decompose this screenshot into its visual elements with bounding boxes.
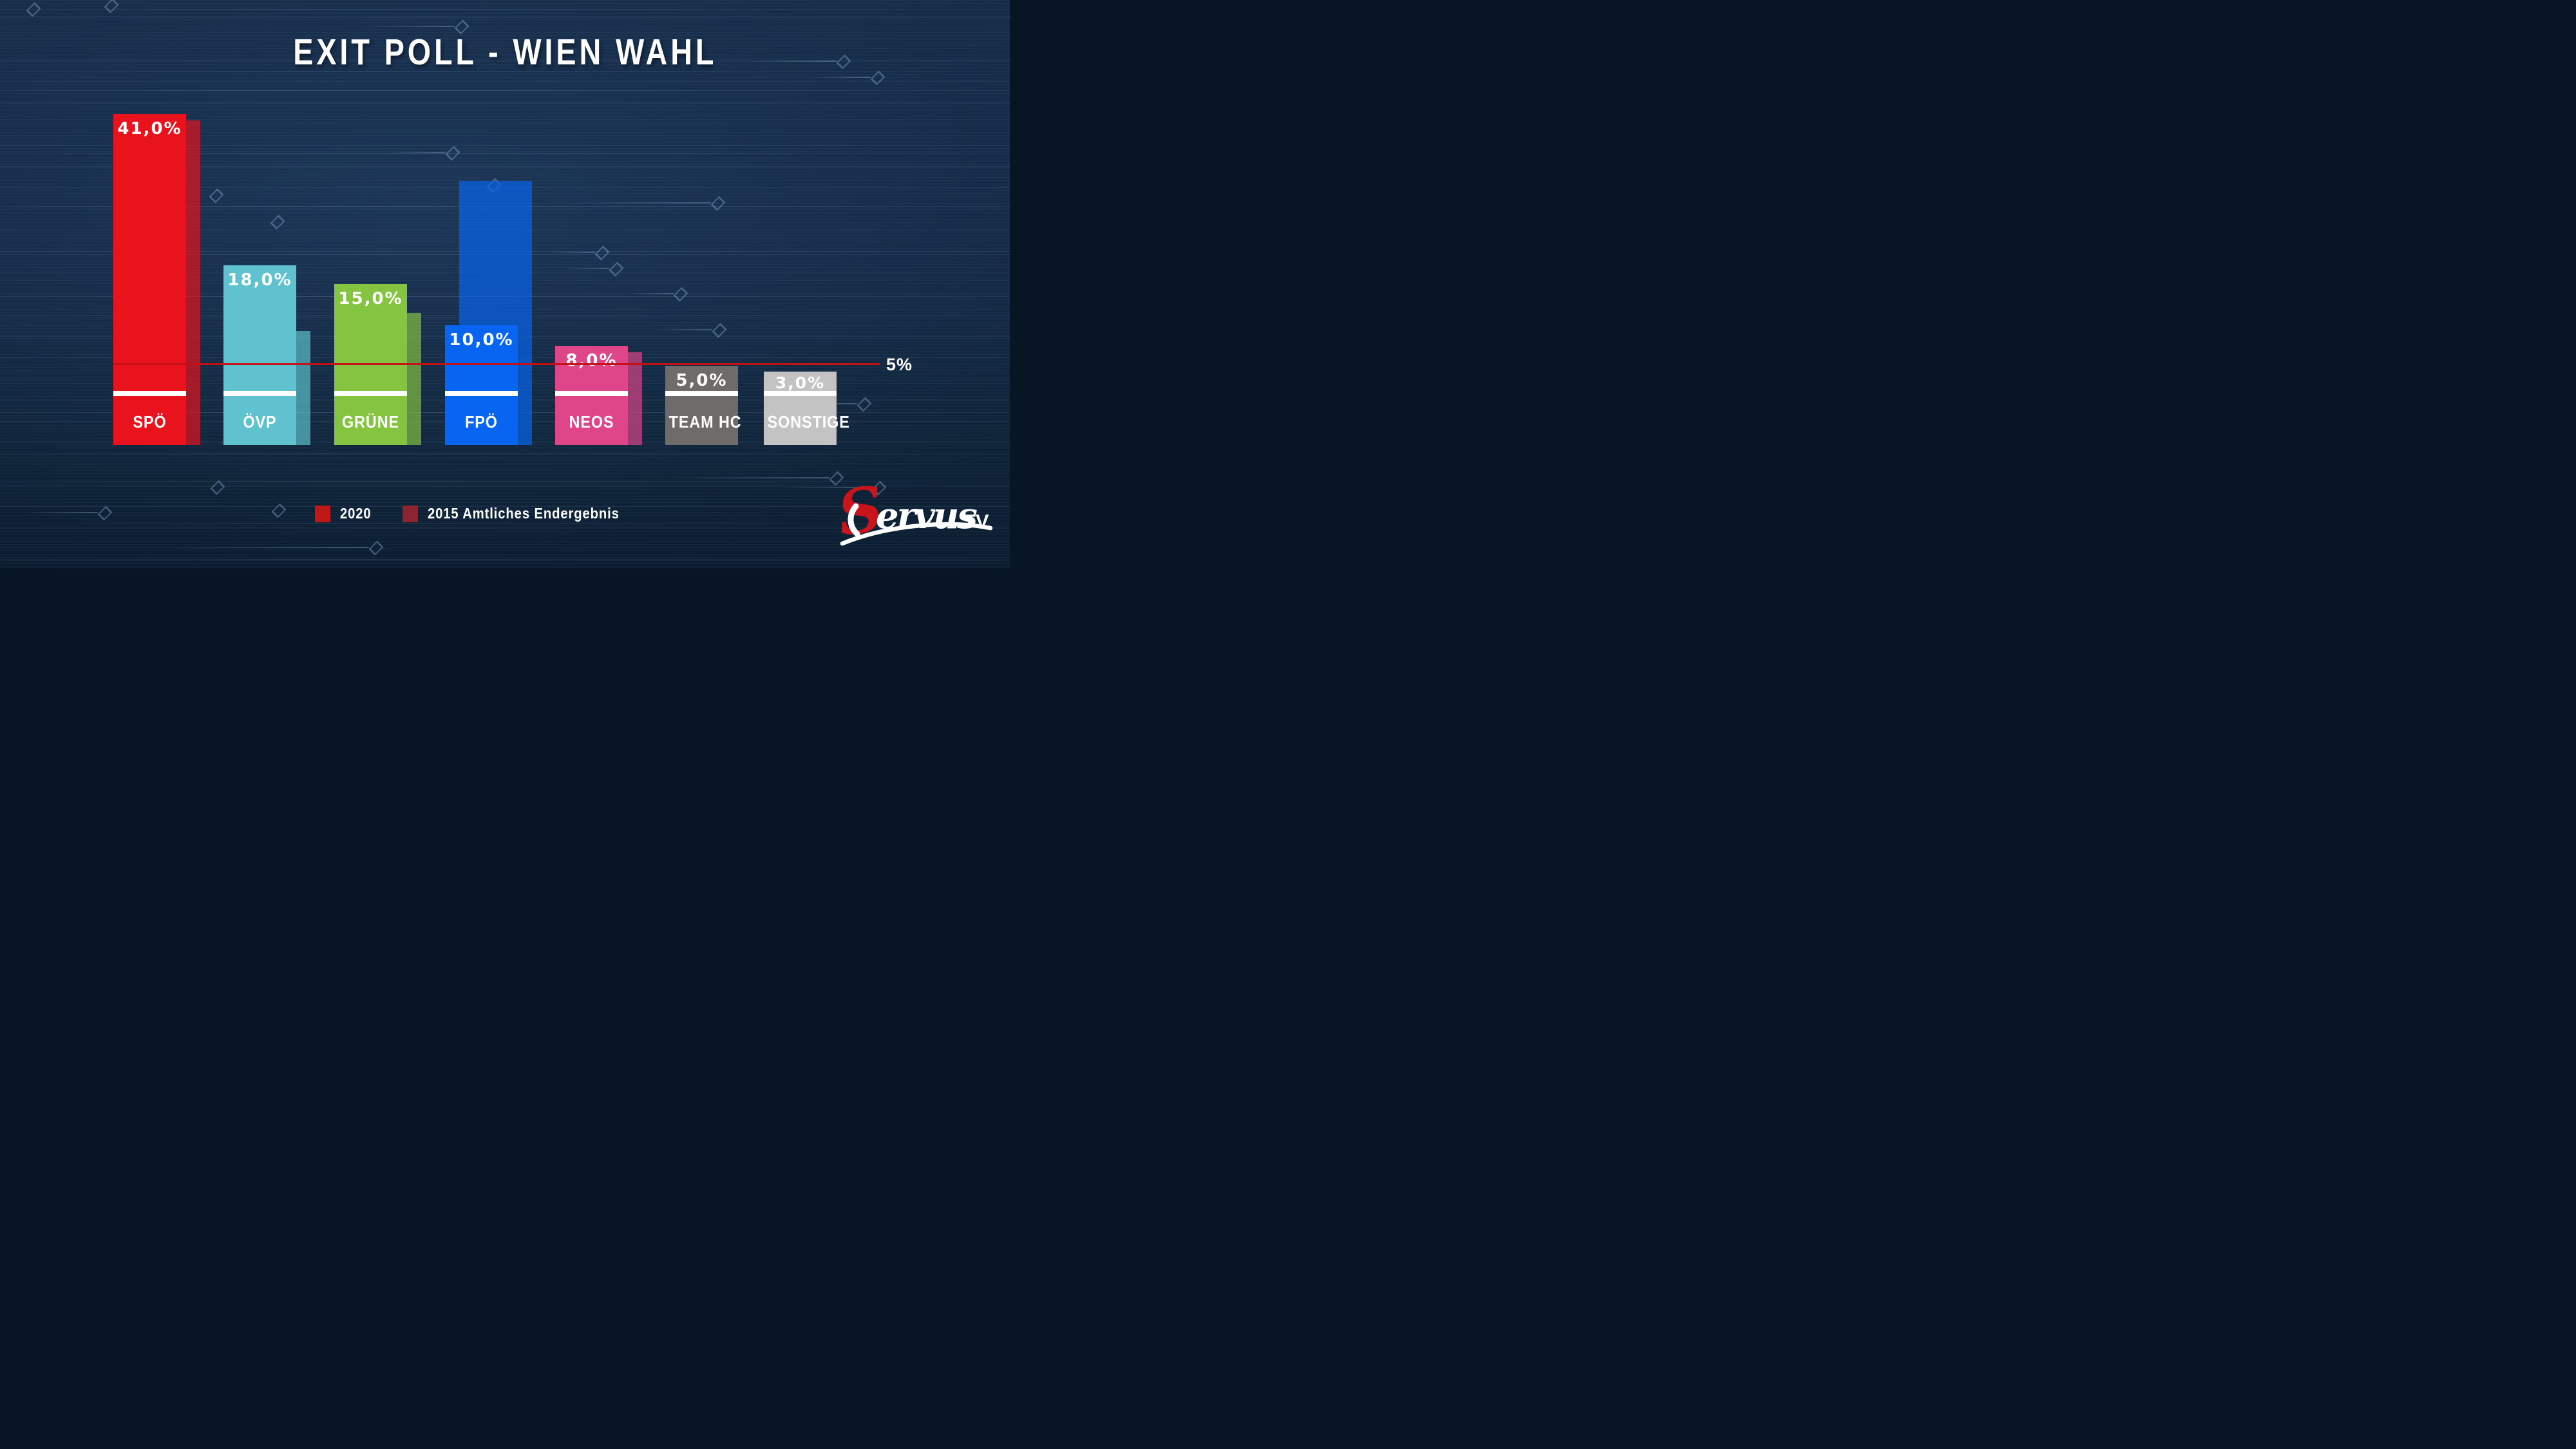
background-streak-line bbox=[0, 9, 1010, 10]
circuit-trace-line bbox=[558, 202, 711, 204]
circuit-trace-line bbox=[806, 77, 871, 78]
bar-value-fpoe: 10,0% bbox=[449, 330, 514, 350]
logo-s: S bbox=[836, 475, 887, 550]
threshold-line bbox=[113, 363, 880, 365]
bar-stripe-team-hc bbox=[665, 391, 738, 396]
bar-2020-fpoe: 10,0% FPÖ bbox=[445, 325, 518, 445]
legend-item-2015: 2015 Amtliches Endergebnis bbox=[402, 505, 645, 522]
bar-2020-oevp: 18,0% ÖVP bbox=[223, 265, 296, 445]
background-streak-line bbox=[0, 559, 1010, 560]
threshold-label: 5% bbox=[886, 355, 913, 374]
legend-label-2020: 2020 bbox=[340, 505, 372, 522]
circuit-trace-line bbox=[743, 61, 837, 62]
bar-value-oevp: 18,0% bbox=[227, 270, 292, 290]
bar-2020-sonstige: 3,0% SONSTIGE bbox=[764, 372, 850, 445]
bar-2020-team-hc: 5,0% TEAM HC bbox=[665, 366, 742, 445]
bar-value-neos: 8,0% bbox=[565, 351, 618, 370]
bar-stripe-spoe bbox=[113, 391, 186, 396]
background-streak-line bbox=[0, 153, 1010, 154]
legend-item-2020: 2020 bbox=[315, 505, 375, 522]
bar-label-spoe: SPÖ bbox=[133, 412, 167, 431]
circuit-trace-line bbox=[777, 487, 872, 488]
bar-value-gruene: 15,0% bbox=[338, 289, 403, 308]
background-streak-line bbox=[0, 71, 1010, 72]
background-streak-line bbox=[0, 523, 1010, 524]
circuit-trace-line bbox=[361, 26, 455, 27]
legend-swatch-2015 bbox=[402, 505, 419, 522]
legend-label-2015: 2015 Amtliches Endergebnis bbox=[428, 505, 620, 522]
bar-label-neos: NEOS bbox=[569, 412, 614, 431]
logo-s-highlight bbox=[848, 503, 860, 537]
bar-2020-neos: 8,0% NEOS bbox=[555, 346, 628, 445]
logo-script: ervus bbox=[876, 495, 977, 537]
bar-value-sonstige: 3,0% bbox=[775, 374, 826, 392]
bar-stripe-sonstige bbox=[764, 391, 837, 396]
bar-stripe-neos bbox=[555, 391, 628, 396]
circuit-trace-line bbox=[159, 547, 369, 548]
bar-stripe-gruene bbox=[334, 391, 407, 396]
background-streak-line bbox=[0, 90, 1010, 91]
bar-stripe-oevp bbox=[223, 391, 296, 396]
page-title: EXIT POLL - WIEN WAHL bbox=[292, 32, 717, 73]
logo-tv: TV bbox=[963, 510, 989, 533]
circuit-trace-line bbox=[630, 293, 674, 294]
circuit-trace-line bbox=[386, 152, 446, 153]
circuit-trace-line bbox=[674, 477, 829, 478]
bar-label-oevp: ÖVP bbox=[243, 412, 277, 431]
circuit-trace-line bbox=[565, 268, 609, 269]
bar-value-spoe: 41,0% bbox=[117, 119, 182, 138]
servustv-logo: S ervus TV bbox=[834, 472, 998, 561]
bar-label-sonstige: SONSTIGE bbox=[767, 412, 850, 431]
exit-poll-graphic: EXIT POLL - WIEN WAHL 41,0% SPÖ 18,0% ÖVP 15… bbox=[0, 0, 1010, 568]
bar-label-team-hc: TEAM HC bbox=[668, 412, 742, 431]
background-streak-line bbox=[0, 481, 1010, 482]
circuit-trace-line bbox=[650, 329, 712, 330]
background-streak-line bbox=[0, 453, 1010, 454]
circuit-trace-line bbox=[26, 512, 98, 513]
legend: 2020 2015 Amtliches Endergebnis bbox=[315, 505, 646, 522]
logo-swoosh bbox=[840, 522, 993, 546]
legend-swatch-2020 bbox=[315, 505, 330, 522]
bar-label-fpoe: FPÖ bbox=[465, 412, 498, 431]
bar-label-gruene: GRÜNE bbox=[341, 412, 400, 431]
bar-2020-spoe: 41,0% SPÖ bbox=[113, 114, 186, 445]
bar-stripe-fpoe bbox=[445, 391, 518, 396]
circuit-trace-line bbox=[547, 252, 595, 253]
bar-value-team-hc: 5,0% bbox=[676, 371, 728, 390]
bars-layer: 41,0% SPÖ 18,0% ÖVP 15,0% GRÜNE 10,0% FPÖ 8,0% NE… bbox=[0, 0, 1010, 568]
